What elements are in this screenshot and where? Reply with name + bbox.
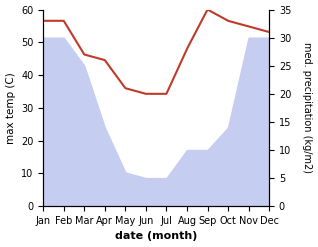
Y-axis label: max temp (C): max temp (C)	[5, 72, 16, 144]
X-axis label: date (month): date (month)	[115, 231, 197, 242]
Y-axis label: med. precipitation (kg/m2): med. precipitation (kg/m2)	[302, 42, 313, 173]
